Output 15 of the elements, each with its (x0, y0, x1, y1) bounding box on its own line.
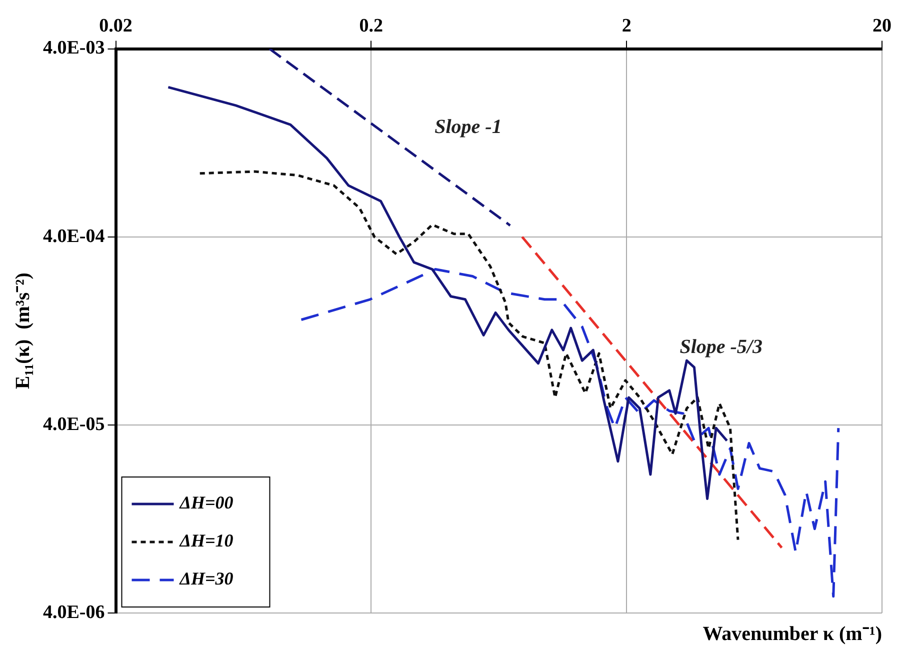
y-tick-label: 4.0E-06 (43, 602, 105, 623)
y-tick-label: 4.0E-03 (43, 38, 105, 59)
x-tick-label: 0.02 (99, 15, 132, 36)
legend-label: ΔH=30 (178, 568, 234, 589)
y-axis-title: E₁₁(κ) (m³s⁻²) (12, 272, 34, 390)
annotation: Slope -5/3 (680, 336, 762, 358)
x-tick-label: 20 (872, 15, 892, 36)
y-tick-label: 4.0E-05 (43, 414, 105, 435)
x-tick-label: 2 (622, 15, 632, 36)
x-axis-title: Wavenumber κ (m⁻¹) (702, 623, 882, 646)
x-tick-label: 0.2 (359, 15, 384, 36)
legend-label: ΔH=00 (178, 492, 234, 513)
annotation: Slope -1 (434, 116, 502, 138)
legend-label: ΔH=10 (178, 530, 234, 551)
y-tick-label: 4.0E-04 (43, 226, 106, 247)
